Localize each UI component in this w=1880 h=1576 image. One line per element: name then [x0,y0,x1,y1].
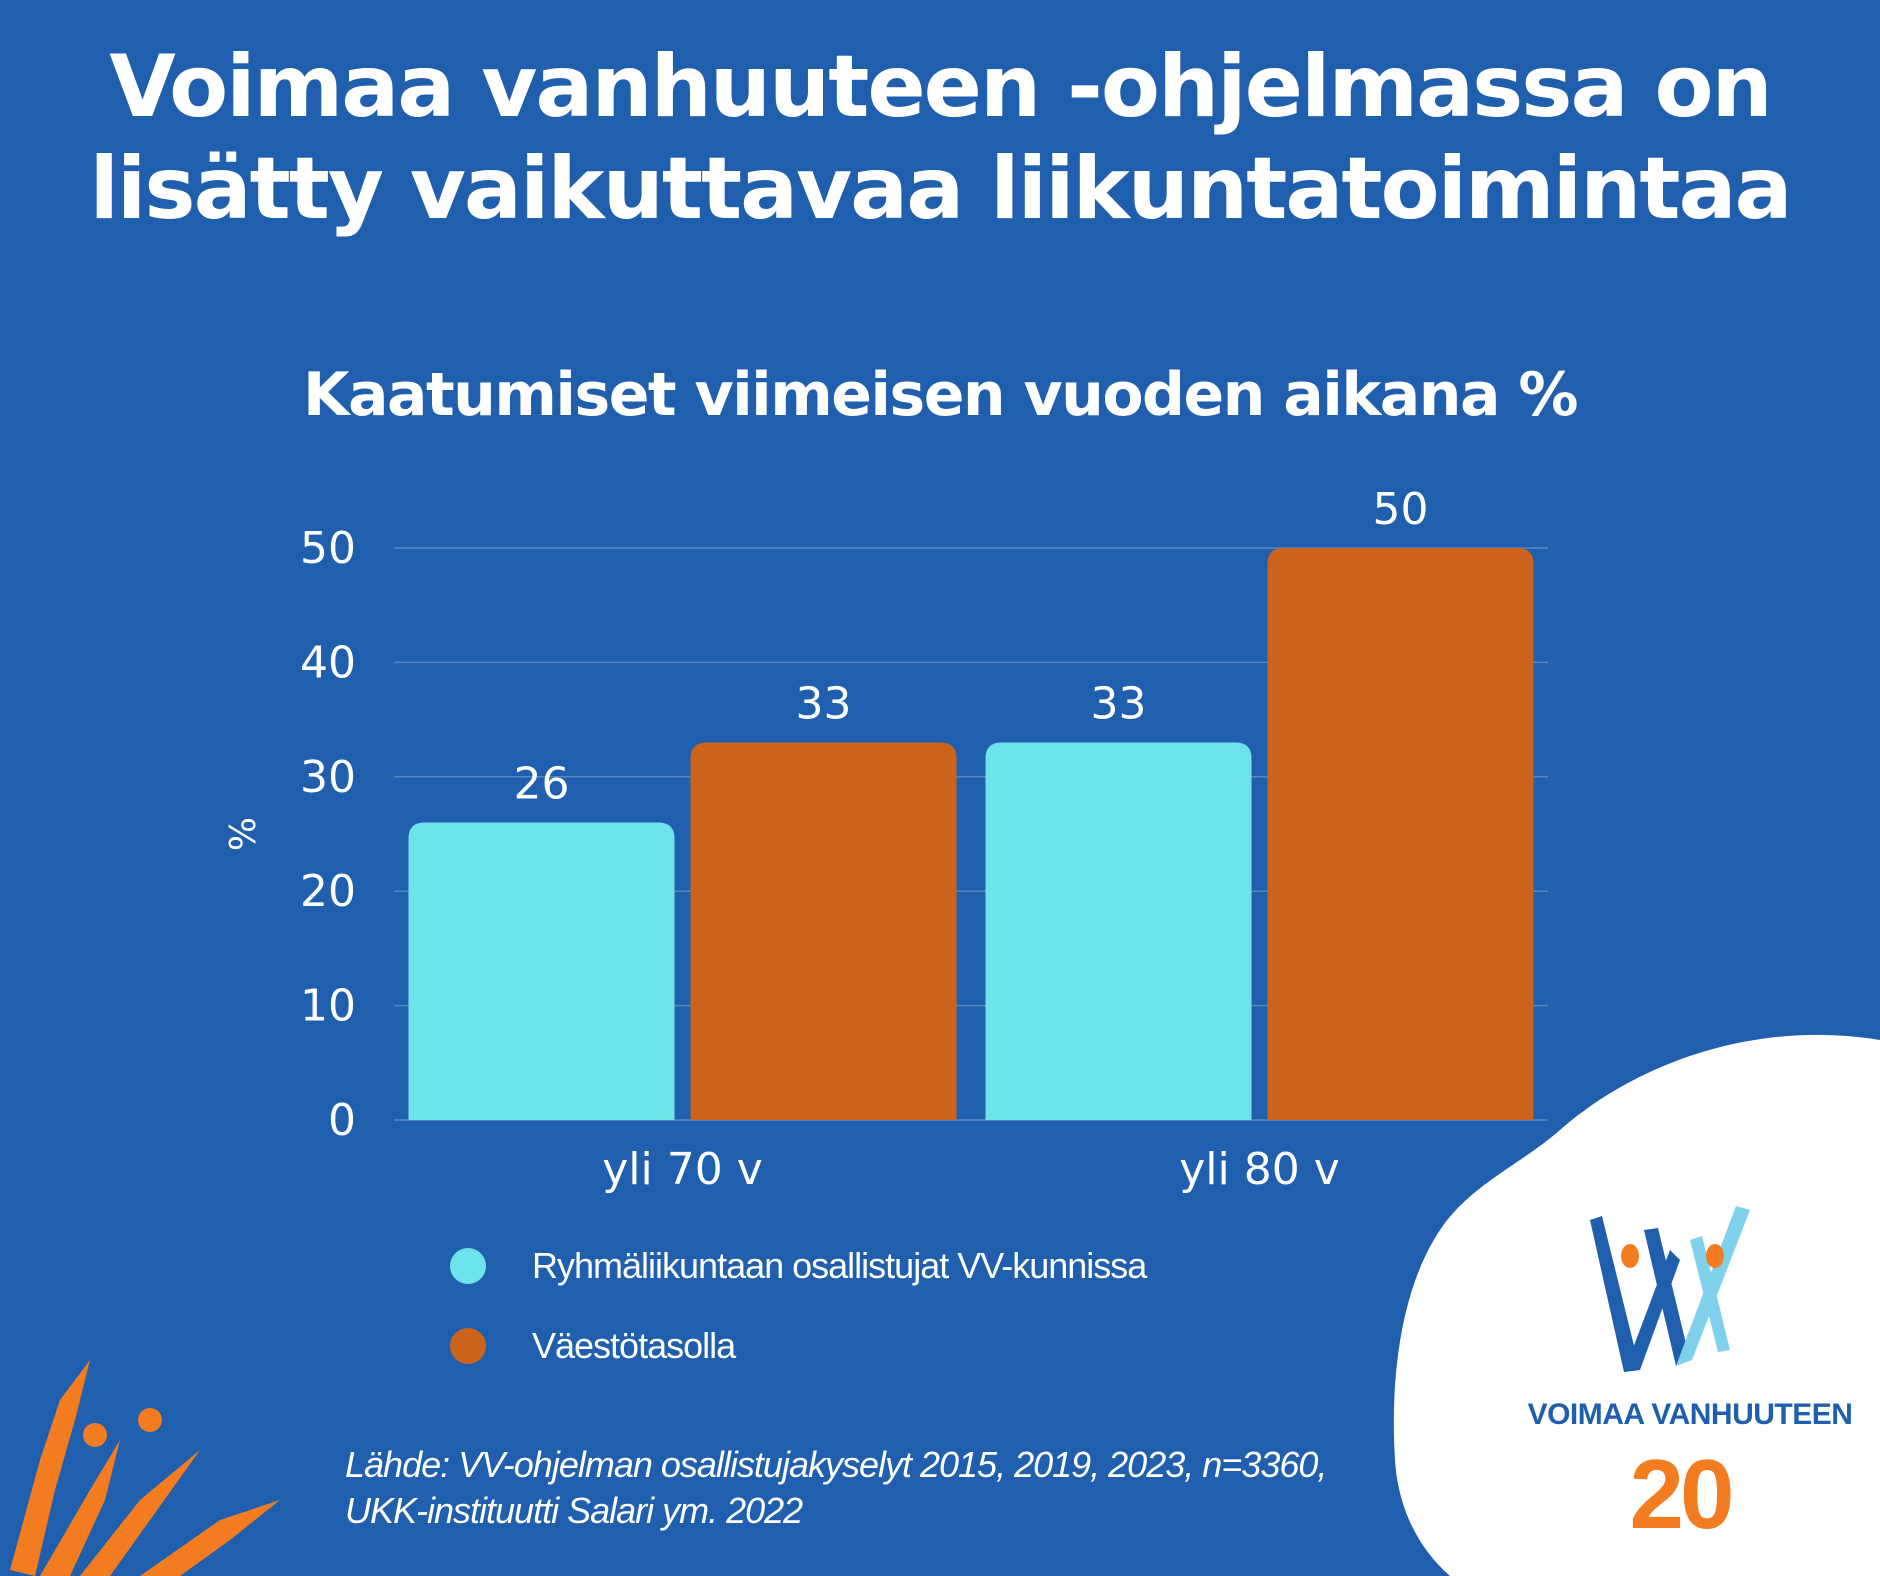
vv-logo-icon [1590,1206,1750,1372]
bar-1-1 [408,822,675,1120]
legend-swatch-series-2 [450,1328,486,1364]
y-tick-label: 20 [300,866,356,917]
logo-name: VOIMAA VANHUUTEEN [1527,1398,1853,1431]
legend-swatch-series-1 [450,1248,486,1284]
source-line-1: Lähde: VV-ohjelman osallistujakyselyt 20… [345,1444,1327,1485]
x-tick-label: yli 80 v [1179,1144,1340,1195]
page-title-line-2: lisätty vaikuttavaa liikuntatoimintaa [89,139,1792,239]
bar-2-2 [1267,548,1534,1120]
y-tick-label: 0 [328,1095,356,1146]
y-tick-label: 10 [300,981,356,1032]
chart-title: Kaatumiset viimeisen vuoden aikana % [303,360,1578,430]
y-tick-label: 40 [300,637,356,688]
page-title-line-1: Voimaa vanhuuteen -ohjelmassa on [109,37,1773,137]
legend-item-series-1: Ryhmäliikuntaan osallistujat VV-kunnissa [450,1236,1147,1296]
data-label: 33 [796,678,852,729]
legend-item-series-2: Väestötasolla [450,1316,736,1376]
y-axis-label: % [223,817,264,851]
data-label: 33 [1091,678,1147,729]
source-line-2: UKK-instituutti Salari ym. 2022 [345,1490,803,1531]
source-note: Lähde: VV-ohjelman osallistujakyselyt 20… [345,1442,1327,1534]
bar-1-2 [985,742,1252,1120]
bar-2-1 [690,742,957,1120]
legend-label-series-1: Ryhmäliikuntaan osallistujat VV-kunnissa [532,1245,1147,1286]
data-label: 26 [514,759,570,810]
page-title: Voimaa vanhuuteen -ohjelmassa on lisätty… [0,36,1880,240]
x-tick-label: yli 70 v [602,1144,763,1195]
y-tick-label: 30 [300,752,356,803]
legend-label-series-2: Väestötasolla [532,1325,736,1366]
orange-figures-icon [10,1360,280,1576]
data-label: 50 [1373,484,1429,535]
logo-anniversary: 20 [1629,1439,1734,1549]
y-tick-label: 50 [300,523,356,574]
